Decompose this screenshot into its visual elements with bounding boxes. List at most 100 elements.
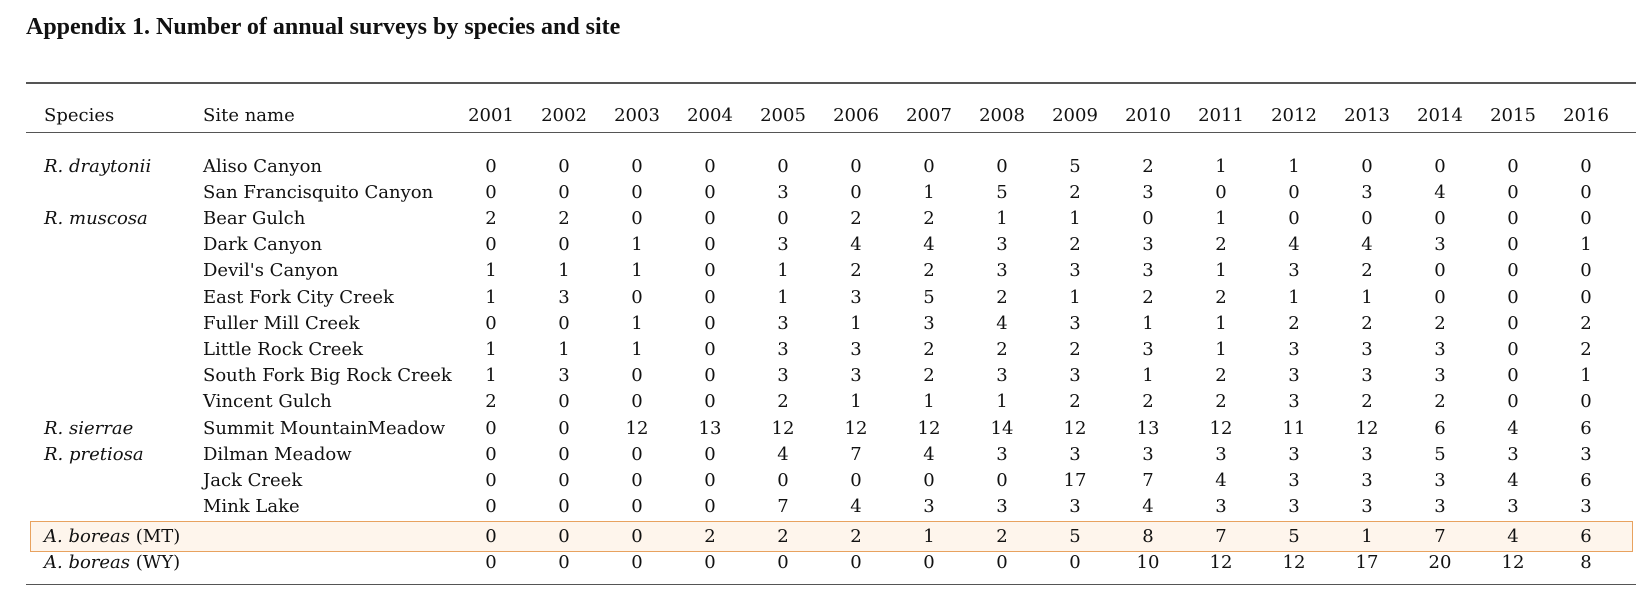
survey-count-cell: 5 [1288,526,1300,547]
site-name-cell: Fuller Mill Creek [203,313,360,334]
survey-count-cell: 1 [850,391,862,412]
survey-count-cell: 1 [1580,365,1592,386]
survey-count-cell: 2 [923,339,935,360]
survey-count-cell: 0 [704,339,716,360]
survey-count-cell: 0 [850,552,862,573]
survey-count-cell: 4 [1361,234,1373,255]
survey-count-cell: 4 [850,234,862,255]
survey-count-cell: 2 [850,260,862,281]
survey-count-cell: 8 [1580,552,1592,573]
survey-count-cell: 0 [1434,208,1446,229]
survey-count-cell: 0 [1434,156,1446,177]
survey-count-cell: 2 [1361,391,1373,412]
survey-count-cell: 3 [1288,444,1300,465]
survey-count-cell: 1 [923,526,935,547]
survey-count-cell: 0 [1580,156,1592,177]
site-name-cell: East Fork City Creek [203,287,394,308]
header-year: 2013 [1344,105,1390,126]
species-population: (WY) [130,552,181,573]
survey-count-cell: 3 [1361,444,1373,465]
survey-count-cell: 3 [1361,365,1373,386]
survey-count-cell: 0 [704,234,716,255]
survey-count-cell: 0 [485,156,497,177]
survey-count-cell: 0 [485,496,497,517]
survey-count-cell: 0 [631,365,643,386]
survey-count-cell: 6 [1580,470,1592,491]
survey-count-cell: 6 [1434,418,1446,439]
survey-count-cell: 0 [1142,208,1154,229]
survey-count-cell: 2 [1215,391,1227,412]
survey-count-cell: 1 [850,313,862,334]
survey-count-cell: 3 [1288,260,1300,281]
survey-count-cell: 3 [1069,260,1081,281]
table-row: Dark Canyon 0 0 1 0 3 4 4 3 2 3 2 4 4 3 0 1 [0,232,1652,258]
survey-count-cell: 3 [1434,339,1446,360]
table-row: A. boreas (MT) 0 0 0 2 2 2 1 2 5 8 7 5 1 7 4 6 [0,524,1652,550]
survey-count-cell: 1 [1215,208,1227,229]
survey-count-cell: 3 [1288,470,1300,491]
survey-count-cell: 4 [1434,182,1446,203]
species-cell: R. draytonii [44,154,151,180]
species-cell: R. muscosa [44,206,148,232]
survey-count-cell: 4 [1288,234,1300,255]
survey-count-cell: 13 [698,418,722,439]
survey-count-cell: 3 [777,234,789,255]
survey-count-cell: 12 [625,418,649,439]
table-row: Jack Creek 0 0 0 0 0 0 0 0 17 7 4 3 3 3 4 6 [0,468,1652,494]
table-row: R. pretiosa Dilman Meadow 0 0 0 0 4 7 4 3 3 3 3 3 3 5 3 3 [0,442,1652,468]
survey-count-cell: 0 [1507,313,1519,334]
site-name-cell: Jack Creek [203,470,303,491]
survey-count-cell: 12 [1209,552,1233,573]
survey-count-cell: 2 [1434,313,1446,334]
survey-count-cell: 1 [996,391,1008,412]
site-name-cell: Devil's Canyon [203,260,339,281]
survey-count-cell: 0 [558,526,570,547]
survey-count-cell: 3 [1215,444,1227,465]
table-row: South Fork Big Rock Creek 1 3 0 0 3 3 2 3 3 1 2 3 3 3 0… [0,363,1652,389]
highlighted-row-box [30,521,1633,552]
survey-count-cell: 7 [850,444,862,465]
header-species: Species [44,105,115,126]
survey-count-cell: 2 [1142,391,1154,412]
survey-count-cell: 3 [1142,260,1154,281]
survey-count-cell: 0 [704,470,716,491]
survey-count-cell: 5 [1069,156,1081,177]
survey-count-cell: 3 [850,339,862,360]
survey-count-cell: 3 [1361,496,1373,517]
species-cell: R. sierrae [44,416,133,442]
survey-count-cell: 0 [704,552,716,573]
survey-count-cell: 3 [1361,470,1373,491]
survey-count-cell: 0 [558,444,570,465]
survey-count-cell: 3 [1142,182,1154,203]
survey-count-cell: 1 [1069,208,1081,229]
header-year: 2006 [833,105,879,126]
survey-count-cell: 17 [1063,470,1087,491]
table-row: San Francisquito Canyon 0 0 0 0 3 0 1 5 2 3 0 0 3 4 0 0 [0,180,1652,206]
survey-count-cell: 0 [1507,365,1519,386]
survey-count-cell: 0 [485,182,497,203]
survey-count-cell: 0 [631,182,643,203]
survey-count-cell: 2 [777,526,789,547]
survey-count-cell: 3 [1507,444,1519,465]
survey-count-cell: 1 [923,182,935,203]
survey-count-cell: 0 [631,287,643,308]
survey-count-cell: 3 [777,182,789,203]
survey-count-cell: 2 [558,208,570,229]
survey-count-cell: 4 [1507,526,1519,547]
survey-count-cell: 2 [1434,391,1446,412]
survey-count-cell: 2 [1361,313,1373,334]
survey-count-cell: 3 [1288,496,1300,517]
survey-count-cell: 0 [1580,208,1592,229]
header-year: 2015 [1490,105,1536,126]
survey-count-cell: 2 [1215,365,1227,386]
survey-count-cell: 1 [485,287,497,308]
survey-count-cell: 2 [850,526,862,547]
survey-count-cell: 6 [1580,418,1592,439]
survey-count-cell: 0 [1580,391,1592,412]
survey-count-cell: 0 [485,526,497,547]
survey-count-cell: 12 [1355,418,1379,439]
table-row: R. draytonii Aliso Canyon 0 0 0 0 0 0 0 0 5 2 1 1 0 0 0 0 [0,154,1652,180]
header-year: 2016 [1563,105,1609,126]
survey-count-cell: 12 [1282,552,1306,573]
survey-count-cell: 0 [1434,287,1446,308]
